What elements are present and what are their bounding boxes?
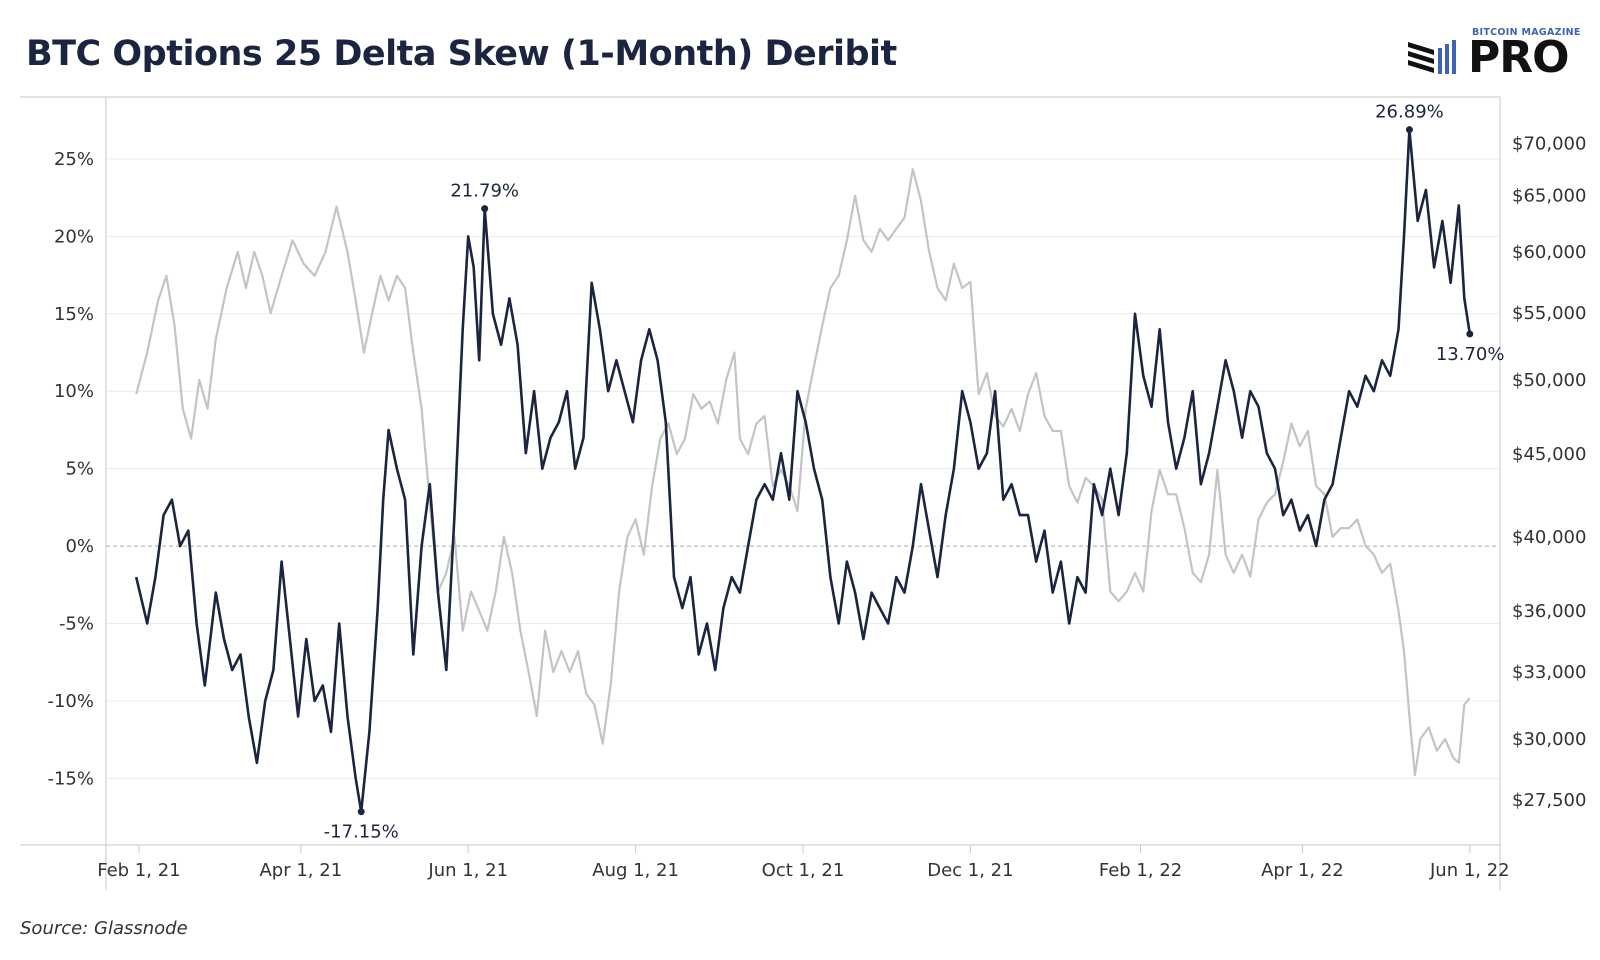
skew-series [134, 128, 1472, 813]
chart-frame [20, 96, 1501, 890]
logo-text-large: PRO [1468, 32, 1570, 83]
left-tick-label: 20% [54, 226, 94, 247]
right-tick-label: $40,000 [1512, 527, 1586, 548]
source-note: Source: Glassnode [20, 918, 188, 939]
price-line [135, 168, 1471, 777]
left-tick-label: 5% [65, 459, 94, 480]
annotation-marker [357, 808, 365, 816]
x-tick-label: Aug 1, 21 [592, 860, 679, 881]
right-tick-label: $30,000 [1512, 729, 1586, 750]
right-tick-label: $65,000 [1512, 186, 1586, 207]
x-tick-label: Feb 1, 21 [97, 860, 180, 881]
annotation-label: -17.15% [324, 822, 399, 843]
x-tick-label: Jun 1, 22 [1429, 860, 1510, 881]
right-tick-label: $70,000 [1512, 134, 1586, 155]
annotations: -17.15% 21.79% 26.89% 13.70% [324, 102, 1505, 843]
x-tick-label: Apr 1, 22 [1261, 860, 1344, 881]
brand-logo: BITCOIN MAGAZINE PRO [1408, 26, 1594, 84]
x-axis-ticks: Feb 1, 21 Apr 1, 21 Jun 1, 21 Aug 1, 21 Oct … [97, 845, 1510, 881]
left-tick-label: 0% [65, 536, 94, 557]
annotation-marker [481, 205, 489, 213]
left-tick-label: 15% [54, 304, 94, 325]
annotation-label: 13.70% [1436, 344, 1505, 365]
x-tick-label: Dec 1, 21 [927, 860, 1013, 881]
right-tick-label: $60,000 [1512, 242, 1586, 263]
x-tick-label: Feb 1, 22 [1099, 860, 1182, 881]
x-tick-label: Apr 1, 21 [259, 860, 342, 881]
left-axis-ticks: 25% 20% 15% 10% 5% 0% -5% -10% -15% [47, 149, 94, 789]
annotation-marker [1466, 330, 1474, 338]
x-tick-label: Jun 1, 21 [427, 860, 508, 881]
annotation-marker [1405, 126, 1413, 134]
chart: 25% 20% 15% 10% 5% 0% -5% -10% -15% $70,000 $65,0… [20, 96, 1586, 890]
chart-title: BTC Options 25 Delta Skew (1-Month) Deri… [26, 34, 897, 74]
right-tick-label: $27,500 [1512, 790, 1586, 811]
stacked-bars-logo-icon [1408, 40, 1456, 74]
right-tick-label: $33,000 [1512, 662, 1586, 683]
grid-lines [106, 158, 1500, 779]
right-tick-label: $55,000 [1512, 303, 1586, 324]
right-axis-ticks: $70,000 $65,000 $60,000 $55,000 $50,000 $45,0… [1512, 134, 1586, 812]
right-tick-label: $45,000 [1512, 444, 1586, 465]
skew-line [134, 128, 1472, 813]
x-tick-label: Oct 1, 21 [762, 860, 845, 881]
left-tick-label: -5% [59, 614, 94, 635]
left-tick-label: -15% [47, 768, 94, 789]
left-tick-label: 10% [54, 381, 94, 402]
right-tick-label: $36,000 [1512, 601, 1586, 622]
price-series [135, 168, 1471, 777]
annotation-label: 26.89% [1375, 102, 1444, 123]
left-tick-label: -10% [47, 691, 94, 712]
annotation-label: 21.79% [450, 181, 519, 202]
logo-text-small: BITCOIN MAGAZINE [1472, 27, 1581, 38]
right-tick-label: $50,000 [1512, 370, 1586, 391]
left-tick-label: 25% [54, 149, 94, 170]
